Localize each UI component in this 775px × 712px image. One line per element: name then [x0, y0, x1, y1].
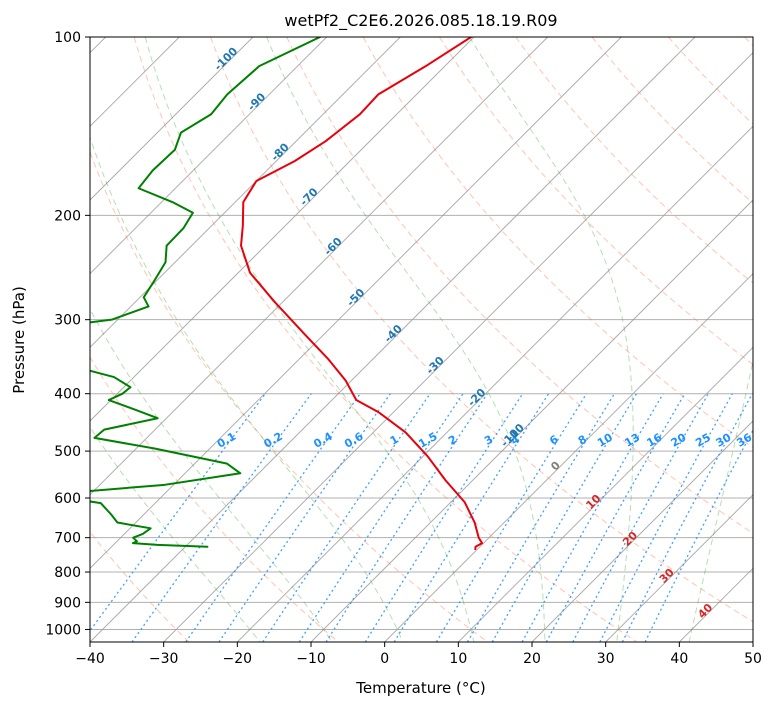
y-axis-label: Pressure (hPa) [10, 286, 28, 394]
y-tick-label: 900 [54, 595, 81, 611]
x-tick-label: −20 [223, 651, 253, 667]
y-tick-label: 500 [54, 444, 81, 460]
y-tick-label: 200 [54, 208, 81, 224]
y-tick-label: 800 [54, 565, 81, 581]
y-tick-label: 700 [54, 531, 81, 547]
x-tick-label: 10 [449, 651, 467, 667]
y-tick-label: 400 [54, 387, 81, 403]
chart-title: wetPf2_C2E6.2026.085.18.19.R09 [284, 11, 557, 31]
x-tick-label: −40 [75, 651, 105, 667]
y-tick-label: 600 [54, 491, 81, 507]
y-tick-label: 100 [54, 30, 81, 46]
x-tick-label: −10 [296, 651, 326, 667]
x-tick-label: 20 [523, 651, 541, 667]
x-tick-label: 50 [744, 651, 762, 667]
y-tick-label: 300 [54, 313, 81, 329]
x-tick-label: 30 [597, 651, 615, 667]
x-tick-label: −30 [149, 651, 179, 667]
x-tick-label: 0 [380, 651, 389, 667]
x-tick-label: 40 [670, 651, 688, 667]
y-tick-label: 1000 [45, 622, 81, 638]
x-axis-label: Temperature (°C) [355, 679, 485, 697]
